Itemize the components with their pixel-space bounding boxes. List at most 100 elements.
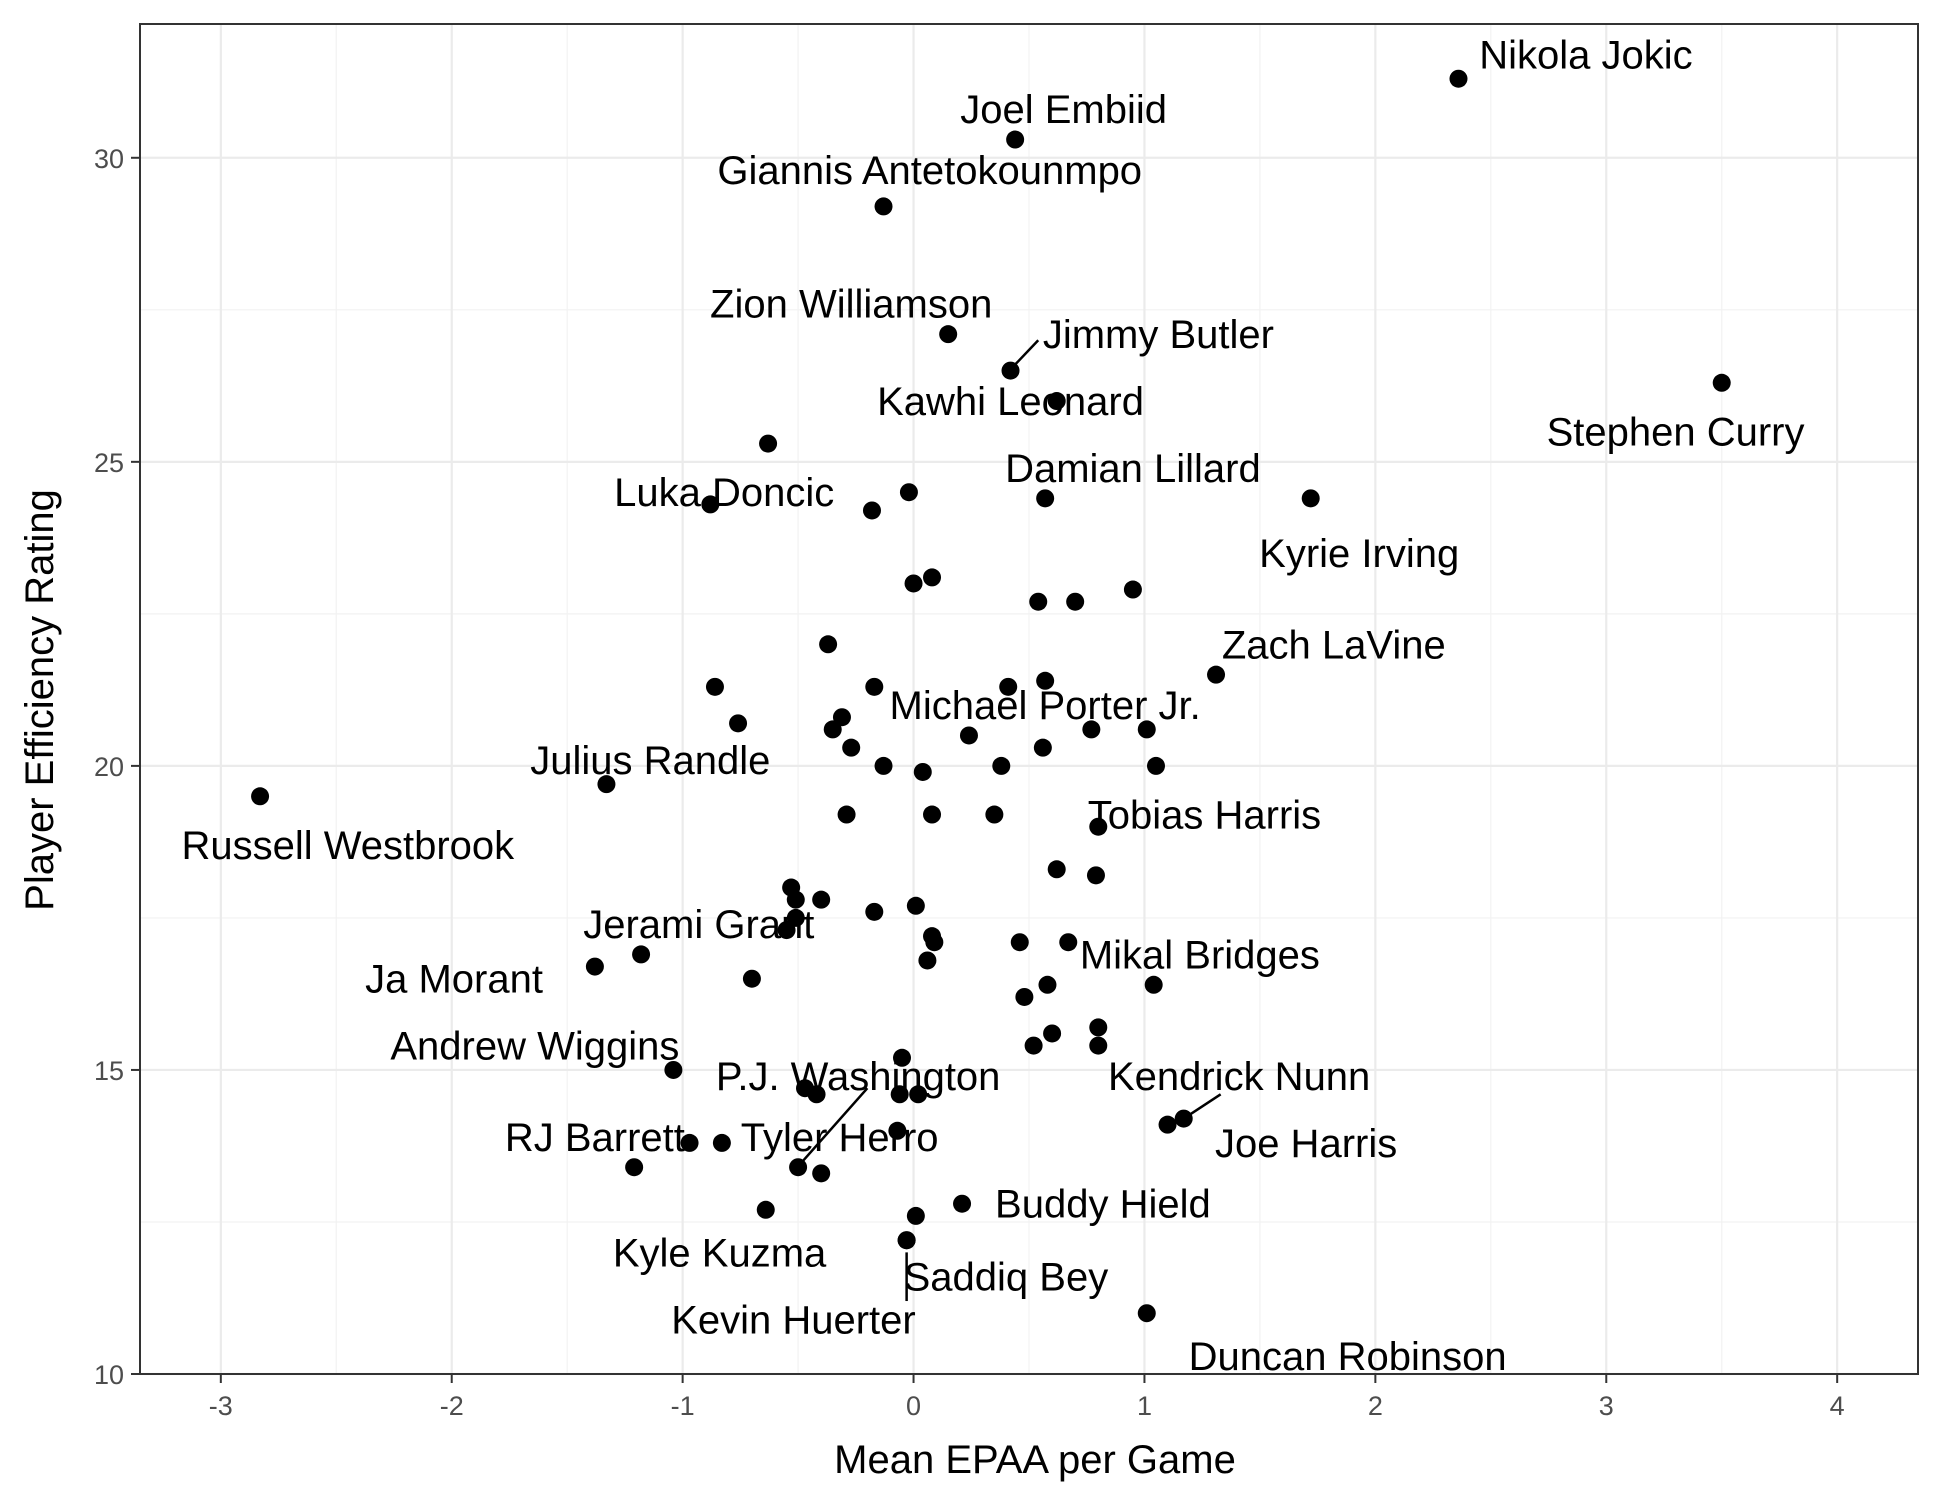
data-point: [925, 933, 944, 952]
x-tick-label: 1: [1137, 1391, 1152, 1421]
point-label: Joe Harris: [1215, 1122, 1397, 1166]
data-point: [625, 1158, 644, 1177]
point-label: Buddy Hield: [995, 1183, 1211, 1227]
x-tick-label: -1: [671, 1391, 695, 1421]
data-point: [1015, 987, 1034, 1006]
data-point: [862, 501, 881, 520]
data-point: [823, 720, 842, 739]
data-point: [992, 756, 1011, 775]
data-point: [1010, 933, 1029, 952]
data-point: [832, 708, 851, 727]
data-point: [1207, 665, 1226, 684]
data-point: [939, 325, 958, 344]
data-point: [874, 756, 893, 775]
data-point: [1123, 580, 1142, 599]
data-point: [1137, 720, 1156, 739]
point-label: Kyrie Irving: [1259, 532, 1459, 576]
data-point: [865, 902, 884, 921]
data-point: [1158, 1115, 1177, 1134]
data-point: [789, 1158, 808, 1177]
data-point: [1082, 720, 1101, 739]
data-point: [701, 495, 720, 514]
data-point: [759, 434, 778, 453]
data-point: [1174, 1109, 1193, 1128]
x-tick-label: 3: [1599, 1391, 1614, 1421]
point-label: Russell Westbrook: [181, 824, 515, 868]
data-point: [632, 945, 651, 964]
label-leader-lines: [801, 339, 1222, 1302]
data-point: [985, 805, 1004, 824]
data-point: [1001, 361, 1020, 380]
data-point: [756, 1200, 775, 1219]
data-point: [999, 677, 1018, 696]
data-point: [913, 762, 932, 781]
data-point: [664, 1060, 683, 1079]
data-point: [1089, 817, 1108, 836]
data-point: [959, 726, 978, 745]
x-tick-label: -2: [440, 1391, 464, 1421]
point-label: Joel Embiid: [960, 88, 1167, 132]
point-label: Julius Randle: [530, 739, 770, 783]
data-point: [909, 1085, 928, 1104]
point-label: Michael Porter Jr.: [890, 684, 1201, 728]
leader-line: [1014, 339, 1040, 366]
data-point: [874, 197, 893, 216]
data-point: [923, 805, 942, 824]
data-point: [712, 1133, 731, 1152]
data-point: [893, 1048, 911, 1067]
point-label: Zion Williamson: [710, 283, 992, 327]
data-point: [819, 635, 838, 654]
point-label: Tobias Harris: [1088, 794, 1321, 838]
y-tick-label: 20: [94, 752, 124, 782]
data-point: [1006, 130, 1025, 149]
point-label: Jimmy Butler: [1043, 313, 1274, 357]
x-tick-label: 2: [1368, 1391, 1383, 1421]
x-tick-label: 0: [906, 1391, 921, 1421]
y-tick-label: 25: [94, 448, 124, 478]
data-point: [1144, 975, 1163, 994]
data-point: [597, 775, 616, 794]
point-label: Andrew Wiggins: [390, 1025, 679, 1069]
data-point: [1033, 738, 1052, 757]
data-point: [585, 957, 604, 976]
data-point: [842, 738, 861, 757]
data-point: [906, 896, 925, 915]
data-point: [1024, 1036, 1043, 1055]
data-point: [1066, 592, 1085, 611]
data-point: [1449, 69, 1468, 88]
data-point: [1089, 1018, 1108, 1037]
leader-line: [1187, 1093, 1222, 1117]
data-point: [1086, 866, 1105, 885]
point-labels: Nikola Jokic Joel Embiid Giannis Antetokou…: [181, 33, 1804, 1378]
data-point: [786, 908, 805, 927]
data-point: [742, 969, 761, 988]
point-label: Luka Doncic: [614, 471, 834, 515]
point-label: RJ Barrett: [505, 1116, 685, 1160]
point-label: Giannis Antetokounmpo: [717, 149, 1142, 193]
data-point: [1301, 489, 1320, 508]
data-point: [1059, 933, 1078, 952]
point-label: Duncan Robinson: [1189, 1335, 1507, 1379]
point-label: Nikola Jokic: [1479, 33, 1692, 77]
point-label: Zach LaVine: [1222, 623, 1446, 667]
data-point: [786, 890, 805, 909]
data-point: [812, 890, 831, 909]
data-point: [837, 805, 856, 824]
data-point: [251, 787, 270, 806]
panel-border: [139, 23, 1919, 1375]
point-label: Ja Morant: [365, 958, 543, 1002]
data-point: [777, 921, 796, 940]
data-point: [1712, 373, 1731, 392]
point-label: Damian Lillard: [1005, 447, 1261, 491]
point-label: Stephen Curry: [1547, 410, 1805, 454]
point-label: Mikal Bridges: [1080, 933, 1320, 977]
y-tick-label: 10: [94, 1360, 124, 1390]
y-axis-title: Player Efficiency Rating: [18, 489, 62, 911]
y-axis-ticks: 10 15 20 25 30: [94, 144, 140, 1390]
data-point: [1089, 1036, 1108, 1055]
x-tick-label: 4: [1830, 1391, 1845, 1421]
point-label: Kyle Kuzma: [613, 1231, 827, 1275]
point-label: P.J. Washington: [716, 1055, 1001, 1099]
